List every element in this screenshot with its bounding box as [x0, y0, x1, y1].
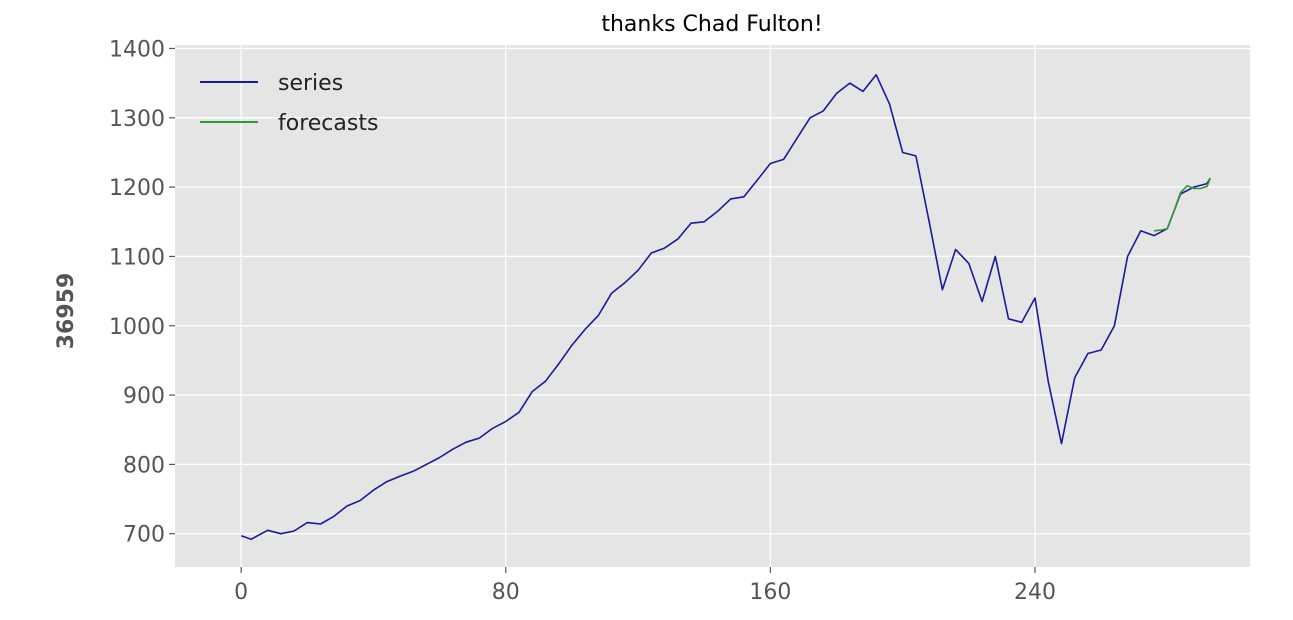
x-tick-label: 240 [1014, 580, 1056, 605]
y-tick-label: 1400 [109, 37, 165, 62]
legend-label-series: series [278, 71, 343, 96]
y-tick-label: 800 [123, 453, 165, 478]
y-tick-label: 1100 [109, 245, 165, 270]
legend-label-forecasts: forecasts [278, 111, 378, 136]
y-axis-label: 36959 [54, 273, 79, 350]
series-line-forecasts [1154, 177, 1212, 232]
series-line-series [240, 74, 1211, 541]
x-tick-label: 160 [749, 580, 791, 605]
grid [175, 45, 1250, 567]
y-tick-label: 700 [123, 523, 165, 548]
y-axis: 700 800 900 1000 1100 1200 1300 1400 [109, 37, 175, 548]
y-tick-label: 1300 [109, 107, 165, 132]
y-tick-label: 1000 [109, 315, 165, 340]
y-tick-label: 900 [123, 384, 165, 409]
x-axis: 0 80 160 240 [234, 567, 1056, 605]
legend: series forecasts [200, 71, 378, 136]
x-tick-label: 0 [234, 580, 248, 605]
x-tick-label: 80 [492, 580, 520, 605]
chart-title: thanks Chad Fulton! [601, 12, 822, 37]
series-lines [240, 74, 1212, 541]
plot-background [175, 45, 1250, 567]
y-tick-label: 1200 [109, 176, 165, 201]
